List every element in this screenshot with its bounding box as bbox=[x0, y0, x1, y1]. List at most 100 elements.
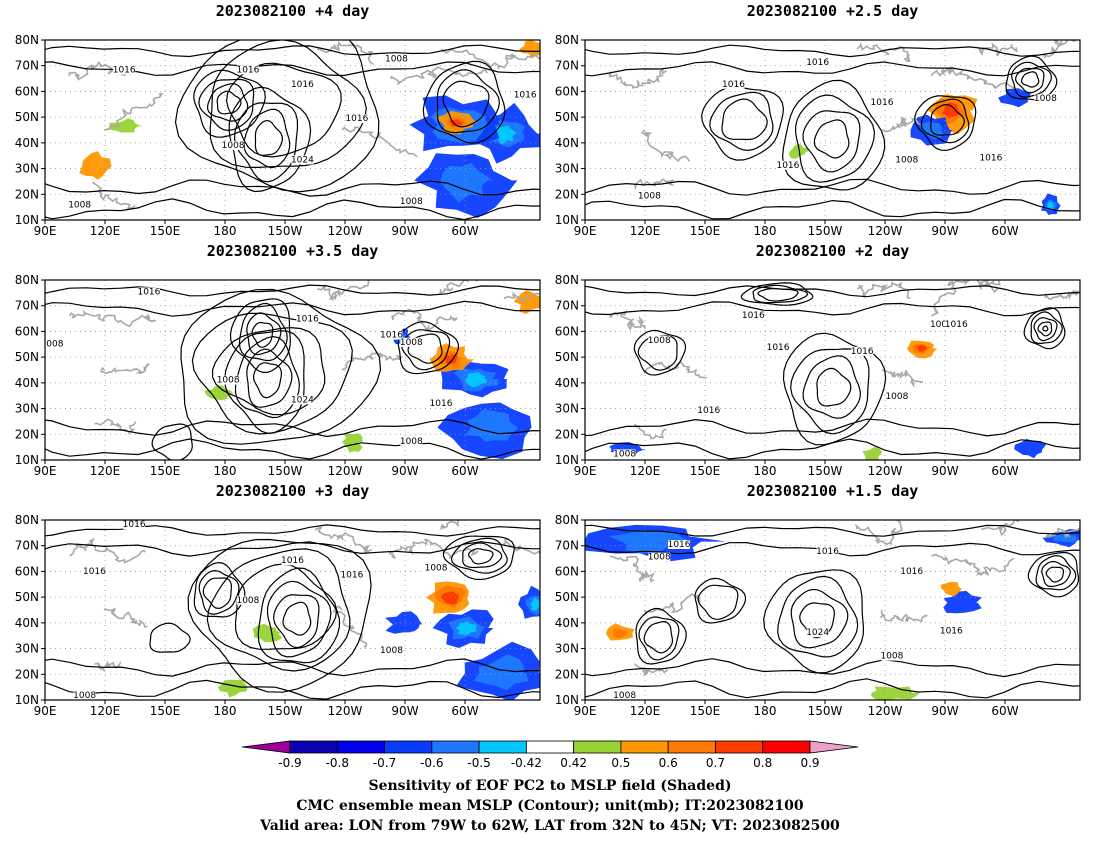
lat-tick-label: 80N bbox=[555, 513, 579, 527]
lat-tick-label: 60N bbox=[555, 564, 579, 578]
isobar bbox=[1020, 71, 1040, 88]
isobar bbox=[701, 86, 785, 161]
coastline bbox=[94, 660, 122, 672]
contour-label: 1008 bbox=[638, 191, 661, 201]
contour-label: 1016 bbox=[281, 556, 304, 566]
contour-label-bg bbox=[236, 595, 259, 605]
contour-label-bg bbox=[236, 65, 259, 75]
coastline bbox=[643, 361, 707, 379]
lon-tick-label: 180 bbox=[754, 704, 777, 718]
lon-tick-label: 150W bbox=[268, 464, 303, 478]
shaded-anomaly bbox=[385, 611, 423, 634]
contour-label: 1016 bbox=[291, 80, 314, 90]
contour-label-bg bbox=[222, 141, 245, 150]
lat-tick-label: 30N bbox=[15, 642, 39, 656]
coastline bbox=[633, 178, 675, 191]
colorbar-segment bbox=[762, 740, 811, 754]
contour-label: 1016 bbox=[742, 311, 765, 321]
lon-tick-label: 90W bbox=[391, 464, 418, 478]
contour-label: 1016 bbox=[345, 114, 368, 124]
caption-line-1: Sensitivity of EOF PC2 to MSLP field (Sh… bbox=[368, 778, 731, 794]
contour-label-bg bbox=[425, 563, 448, 573]
colorbar-tick-label: -0.6 bbox=[420, 756, 443, 770]
isobar bbox=[930, 103, 966, 136]
lat-tick-label: 50N bbox=[555, 110, 579, 124]
isobar bbox=[782, 332, 887, 446]
contour-label: 1008 bbox=[68, 200, 91, 210]
contour-label-bg bbox=[945, 319, 968, 329]
lat-tick-label: 30N bbox=[555, 162, 579, 176]
contour-label-bg bbox=[638, 191, 661, 201]
contour-label: 1008 bbox=[222, 141, 245, 151]
contour-label: 1008 bbox=[425, 563, 448, 573]
map-frame bbox=[584, 39, 1081, 221]
contour-label-bg bbox=[400, 436, 423, 446]
contour-label: 1008 bbox=[400, 338, 423, 348]
coastline bbox=[854, 520, 903, 546]
isobar bbox=[920, 98, 970, 144]
isobar bbox=[697, 584, 739, 620]
shaded-anomaly-core bbox=[613, 628, 629, 639]
contour-label: 1016 bbox=[123, 520, 146, 530]
isobar bbox=[802, 110, 861, 173]
isobar bbox=[1035, 555, 1077, 591]
map-panel-5: 2023082100 +3 day 1016 1016 1008 1016 1016 100… bbox=[15, 482, 541, 718]
contour-label-bg bbox=[742, 310, 765, 320]
lat-tick-label: 80N bbox=[15, 33, 39, 47]
contour-label: 1016 bbox=[767, 343, 790, 353]
lat-tick-label: 70N bbox=[555, 539, 579, 553]
isobar bbox=[45, 438, 540, 460]
contour-label: 1008 bbox=[217, 376, 240, 386]
coastline bbox=[978, 42, 1018, 57]
lon-tick-label: 60W bbox=[991, 464, 1018, 478]
lon-tick-label: 180 bbox=[754, 464, 777, 478]
lon-tick-label: 90E bbox=[574, 224, 597, 238]
lat-tick-label: 80N bbox=[15, 273, 39, 287]
shaded-anomaly-peak bbox=[942, 102, 960, 119]
colorbar-tick-label: -0.8 bbox=[326, 756, 349, 770]
colorbar-segment bbox=[336, 740, 385, 754]
lon-tick-label: 150W bbox=[808, 464, 843, 478]
colorbar-tick-label: 0.7 bbox=[706, 756, 725, 770]
contour-label: 1008 bbox=[648, 336, 671, 346]
panel-title: 2023082100 +3.5 day bbox=[207, 242, 379, 260]
contour-label: 008 bbox=[46, 340, 63, 350]
colorbar-left-arrow bbox=[241, 740, 291, 754]
isobar bbox=[252, 362, 283, 399]
contour-label: 1016 bbox=[430, 399, 453, 409]
coastline bbox=[856, 281, 911, 300]
isobar bbox=[585, 198, 1080, 220]
isobar bbox=[914, 95, 977, 152]
lon-tick-label: 180 bbox=[214, 464, 237, 478]
coastline bbox=[634, 663, 669, 677]
coastline bbox=[440, 48, 516, 70]
coastline bbox=[641, 129, 691, 163]
coastline bbox=[978, 280, 1011, 290]
isobar bbox=[198, 569, 240, 615]
contour-label-bg bbox=[697, 406, 720, 416]
isobar bbox=[442, 535, 515, 581]
shaded-anomaly-peak bbox=[465, 372, 487, 388]
isobar bbox=[193, 69, 266, 138]
shaded-anomaly bbox=[1014, 438, 1047, 459]
coastline bbox=[69, 310, 157, 328]
map-frame bbox=[584, 519, 1081, 701]
lat-tick-label: 60N bbox=[15, 564, 39, 578]
isobar bbox=[790, 588, 849, 649]
coastline bbox=[100, 363, 151, 375]
coastline bbox=[505, 52, 540, 61]
coastline bbox=[608, 68, 668, 89]
isobar bbox=[467, 548, 494, 565]
isobar bbox=[1030, 311, 1063, 345]
colorbar-tick-label: -0.7 bbox=[373, 756, 396, 770]
isobar bbox=[1014, 67, 1045, 94]
contour-label-bg bbox=[291, 395, 314, 405]
isobar bbox=[266, 580, 332, 658]
isobar bbox=[401, 329, 451, 371]
contour-label-bg bbox=[45, 339, 66, 349]
lon-tick-label: 120W bbox=[328, 224, 363, 238]
colorbar-tick-label: -0.5 bbox=[467, 756, 490, 770]
panel-title: 2023082100 +2 day bbox=[756, 242, 910, 260]
contour-label: 1024 bbox=[291, 155, 314, 165]
contour-label: 1016 bbox=[296, 314, 319, 324]
